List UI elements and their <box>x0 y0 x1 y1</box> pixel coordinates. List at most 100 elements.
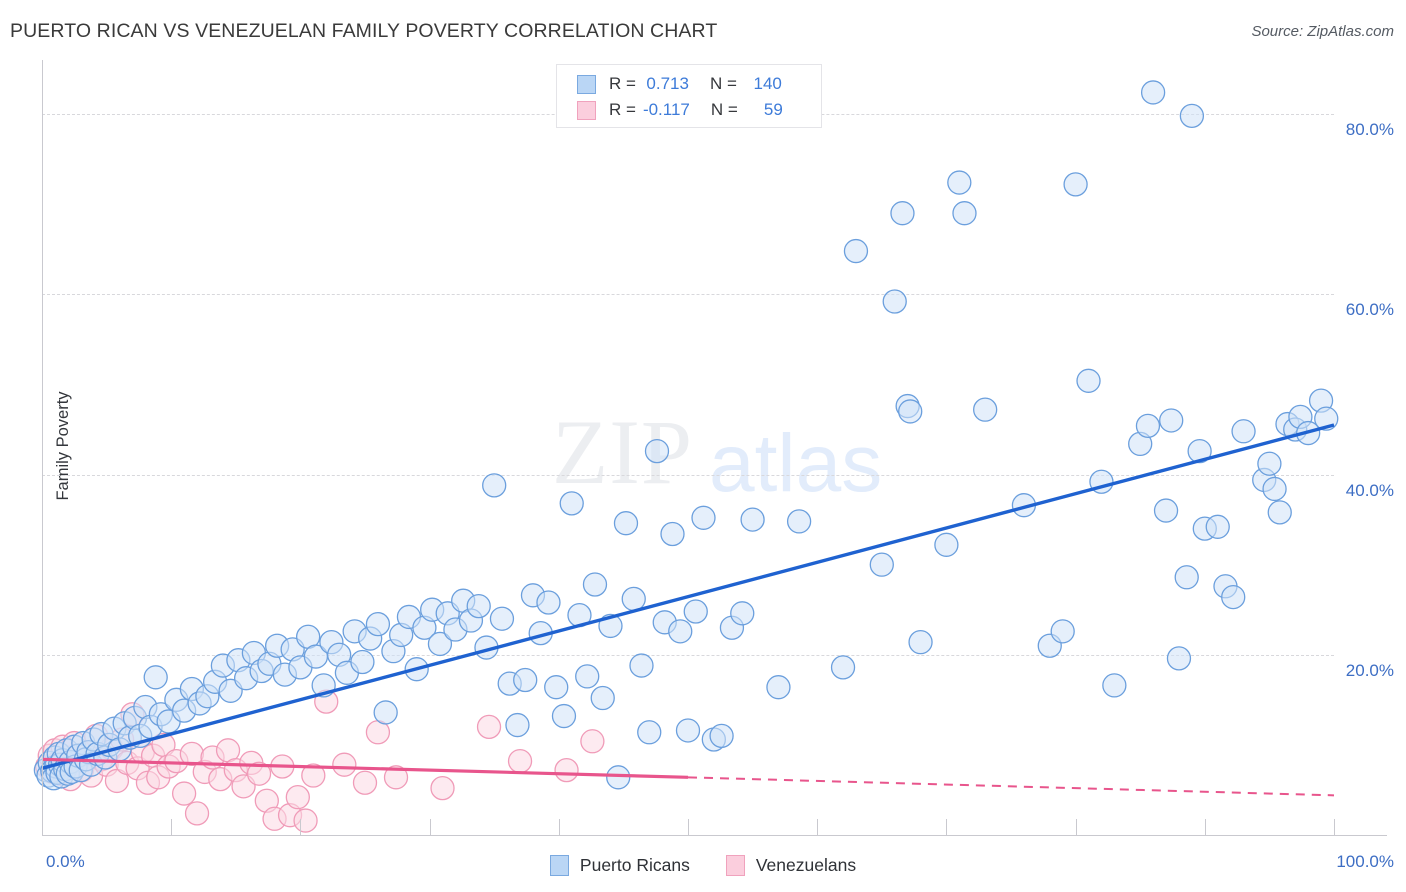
data-point <box>1063 172 1088 197</box>
stat-swatch-venezuelans <box>577 100 596 120</box>
legend-label-venezuelans: Venezuelans <box>755 854 857 875</box>
legend-item-puerto-ricans[interactable]: Puerto Ricans <box>549 854 690 876</box>
stat-row-venezuelans: R = -0.117 N = 59 <box>577 97 783 123</box>
data-point <box>644 438 670 464</box>
data-point <box>786 509 812 534</box>
data-point <box>1205 514 1230 539</box>
data-point <box>898 399 923 424</box>
stat-n-key-1: N = <box>710 100 738 119</box>
stat-n-key-0: N = <box>709 74 737 93</box>
data-point <box>1187 438 1212 464</box>
data-point <box>869 552 894 577</box>
y-axis-tick-label: 80.0% <box>1345 120 1394 140</box>
data-point <box>466 593 491 619</box>
data-point <box>285 785 310 810</box>
data-point <box>301 763 326 788</box>
data-point <box>843 238 869 264</box>
data-point <box>551 703 577 729</box>
data-point <box>559 491 584 516</box>
data-point <box>350 649 375 675</box>
data-point <box>668 619 693 644</box>
data-point <box>332 752 357 777</box>
data-point <box>554 757 579 783</box>
data-point <box>629 653 654 678</box>
x-axis-line <box>42 835 1387 836</box>
data-point <box>890 201 915 226</box>
trendline-venezuelans-extension <box>687 776 1335 797</box>
y-axis-line <box>42 60 43 835</box>
x-axis-tick <box>1075 819 1077 835</box>
x-axis-tick <box>42 819 43 835</box>
data-point <box>482 473 507 498</box>
legend-swatch-puerto-ricans <box>549 854 569 876</box>
x-axis-min-label: 0.0% <box>46 852 85 871</box>
data-point <box>1174 565 1199 590</box>
x-axis-tick <box>688 819 689 835</box>
data-point <box>709 723 734 749</box>
data-point <box>1257 451 1282 476</box>
x-axis-tick <box>817 819 819 835</box>
data-point <box>830 655 856 680</box>
data-point <box>365 611 391 637</box>
data-point <box>352 770 378 795</box>
data-point <box>683 599 708 624</box>
data-point <box>908 630 933 655</box>
y-axis-tick-label: 40.0% <box>1345 480 1394 500</box>
data-point <box>104 768 130 794</box>
chart-title: PUERTO RICAN VS VENEZUELAN FAMILY POVERT… <box>10 20 718 42</box>
data-point <box>973 397 998 422</box>
plot-area <box>33 60 1339 835</box>
data-point <box>606 765 631 790</box>
data-point <box>590 685 615 711</box>
data-point <box>1231 419 1256 444</box>
source-label: Source: ZipAtlas.com <box>1251 23 1394 40</box>
x-axis-tick <box>558 819 560 835</box>
data-point <box>427 631 453 657</box>
data-point <box>184 801 210 826</box>
data-point <box>1267 500 1292 525</box>
data-point <box>766 675 791 700</box>
data-point <box>293 808 318 833</box>
data-point <box>373 700 398 725</box>
data-point <box>1076 368 1101 393</box>
gridline <box>42 654 1334 656</box>
x-axis-tick <box>946 819 948 835</box>
stat-r-value-1: -0.117 <box>642 100 690 119</box>
data-point <box>575 664 600 689</box>
data-point <box>882 289 907 314</box>
data-point <box>505 712 530 738</box>
data-point <box>1102 673 1127 698</box>
data-point <box>1135 413 1161 439</box>
correlation-stats-box: R = 0.713 N = 140 R = -0.117 N = 59 <box>556 64 822 128</box>
data-point <box>1159 408 1184 433</box>
stat-row-puerto-ricans: R = 0.713 N = 140 <box>577 71 782 97</box>
scatter-points-layer <box>33 80 1339 833</box>
legend-swatch-venezuelans <box>725 854 745 876</box>
data-point <box>1221 584 1246 610</box>
data-point <box>613 511 639 536</box>
data-point <box>582 572 608 597</box>
x-axis-tick <box>171 819 173 835</box>
legend-label-puerto-ricans: Puerto Ricans <box>579 854 690 875</box>
data-point <box>513 667 538 693</box>
data-point <box>476 714 502 740</box>
series-legend: Puerto Ricans Venezuelans <box>0 850 1406 880</box>
legend-item-venezuelans[interactable]: Venezuelans <box>725 854 857 876</box>
data-point <box>580 729 605 754</box>
gridline <box>42 294 1334 296</box>
data-point <box>544 675 569 700</box>
data-point <box>637 720 662 745</box>
data-point <box>1262 476 1287 502</box>
data-point <box>246 761 272 786</box>
x-axis-tick <box>429 819 431 835</box>
stat-r-key-0: R = <box>609 74 636 93</box>
data-point <box>1153 498 1179 523</box>
data-point <box>1179 103 1205 129</box>
data-point <box>675 718 701 743</box>
gridline <box>42 474 1334 476</box>
data-point <box>430 775 455 801</box>
data-point <box>1050 619 1075 644</box>
data-point <box>740 507 765 532</box>
data-point <box>1166 646 1192 671</box>
data-point <box>171 781 197 806</box>
